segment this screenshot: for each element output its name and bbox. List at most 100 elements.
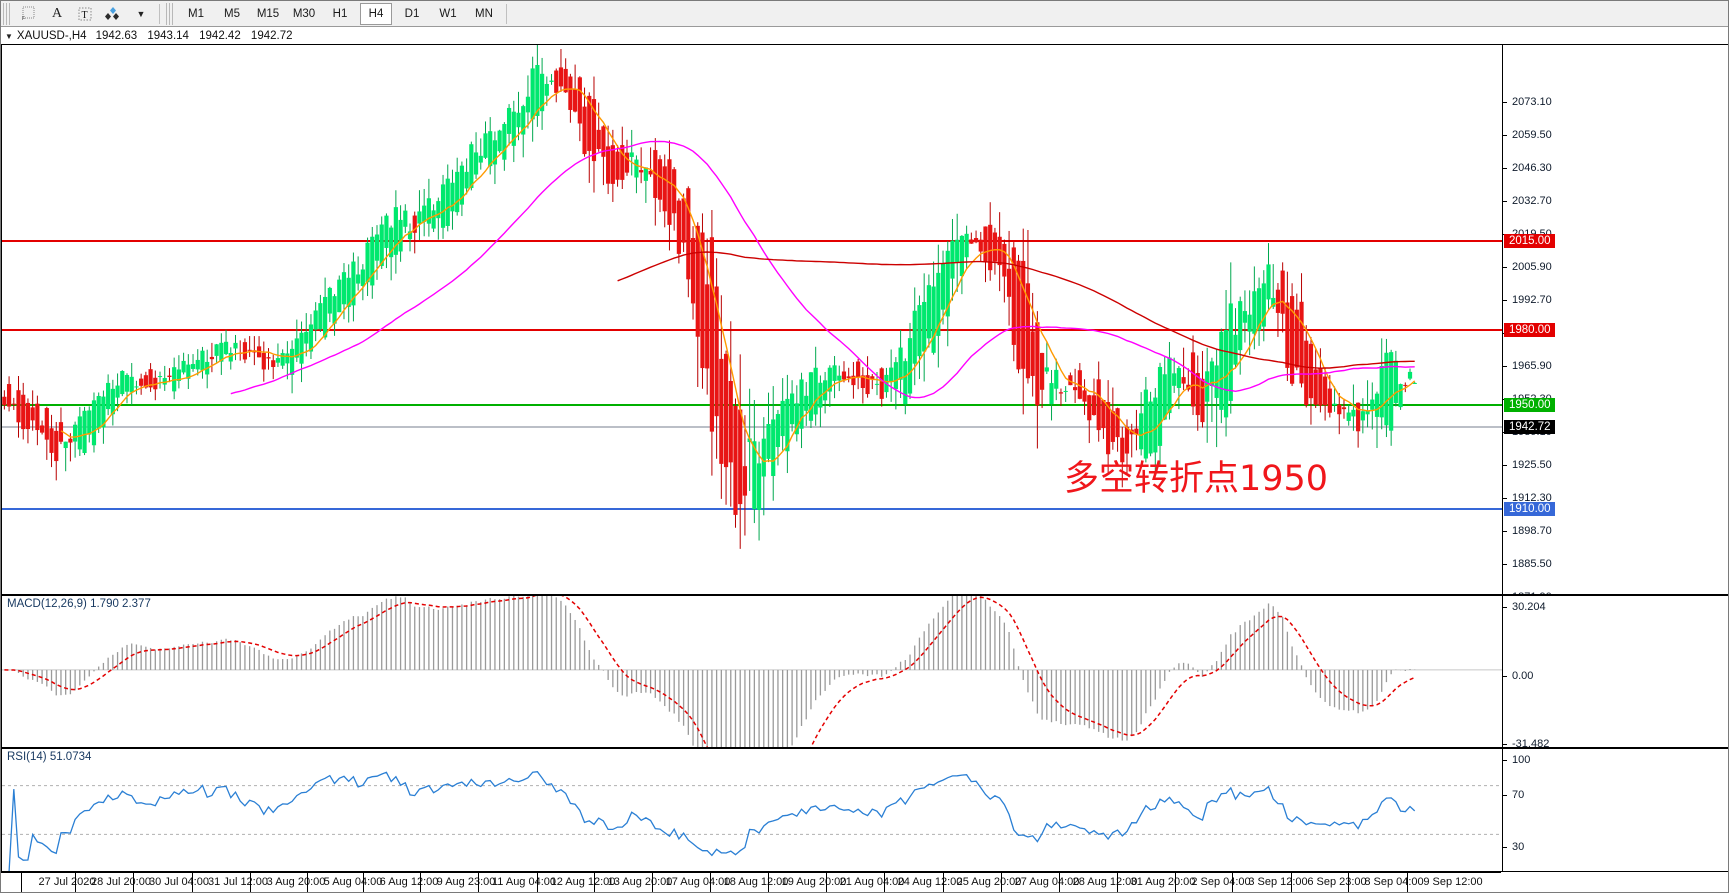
price-level-tag-1950.00[interactable]: 1950.00	[1504, 398, 1555, 412]
ohlc-high: 1943.14	[147, 30, 189, 42]
toolbar-divider	[159, 3, 160, 24]
macd-plot-area[interactable]	[2, 596, 1502, 747]
dropdown-arrow-icon[interactable]: ▼	[136, 8, 146, 19]
timeframe-h1[interactable]: H1	[332, 7, 348, 20]
time-separator-8	[478, 872, 479, 892]
price-tick-2: 2046.30	[1503, 162, 1552, 174]
price-tick-14: 1885.50	[1503, 558, 1552, 570]
time-separator-10	[594, 872, 595, 892]
time-label-17: 27 Aug 04:00	[1014, 876, 1080, 888]
time-label-15: 24 Aug 12:00	[897, 876, 963, 888]
time-label-13: 19 Aug 20:00	[781, 876, 847, 888]
rsi-indicator-panel[interactable]: RSI(14) 51.0734 100 70 30	[1, 748, 1728, 872]
time-label-4: 3 Aug 20:00	[266, 876, 326, 888]
macd-tick-2: -31.482	[1503, 738, 1549, 747]
time-label-7: 9 Aug 23:00	[436, 876, 496, 888]
time-separator-7	[420, 872, 421, 892]
timeframe-h4[interactable]: H4	[360, 2, 392, 25]
macd-indicator-panel[interactable]: MACD(12,26,9) 1.790 2.377 30.204 0.00 -31.…	[1, 595, 1728, 748]
time-separator-14	[826, 872, 827, 892]
time-separator-11	[652, 872, 653, 892]
time-separator-5	[307, 872, 308, 892]
rsi-plot-area[interactable]	[2, 749, 1502, 871]
rsi-tick-0: 100	[1503, 754, 1530, 766]
price-chart-panel[interactable]: 2073.102059.502046.302032.702019.502005.…	[1, 44, 1728, 595]
time-label-5: 5 Aug 04:00	[323, 876, 383, 888]
price-axis[interactable]: 2073.102059.502046.302032.702019.502005.…	[1502, 45, 1728, 594]
text-label-glyph: T	[78, 7, 92, 21]
macd-tick-1: 0.00	[1503, 670, 1533, 682]
rsi-label: RSI(14) 51.0734	[7, 751, 92, 763]
timeframe-mn[interactable]: MN	[475, 7, 493, 20]
time-label-1: 28 Jul 20:00	[91, 876, 151, 888]
time-separator-12	[710, 872, 711, 892]
macd-label: MACD(12,26,9) 1.790 2.377	[7, 598, 151, 610]
price-chart-svg	[2, 45, 1502, 549]
price-tick-11: 1925.50	[1503, 459, 1552, 471]
price-level-tag-1910.00[interactable]: 1910.00	[1504, 502, 1555, 516]
svg-text:T: T	[82, 10, 88, 21]
time-label-23: 8 Sep 04:00	[1364, 876, 1424, 888]
price-level-tag-1980.00[interactable]: 1980.00	[1504, 323, 1555, 337]
timeframe-group-grip[interactable]	[166, 2, 175, 25]
toolbar-grip-handle[interactable]	[3, 2, 12, 25]
time-separator-16	[943, 872, 944, 892]
price-tick-3: 2032.70	[1503, 195, 1552, 207]
price-tick-12: 1912.30	[1503, 492, 1552, 504]
time-label-8: 11 Aug 04:00	[491, 876, 557, 888]
text-tool-icon[interactable]: A	[51, 5, 63, 21]
time-label-16: 25 Aug 20:00	[956, 876, 1022, 888]
time-separator-18	[1059, 872, 1060, 892]
timeframe-w1[interactable]: W1	[439, 7, 457, 20]
time-separator-1	[75, 872, 76, 892]
time-separator-23	[1348, 872, 1349, 892]
rsi-chart-svg	[2, 771, 1502, 871]
time-separator-22	[1291, 872, 1292, 892]
time-separator-15	[884, 872, 885, 892]
time-separator-19	[1117, 872, 1118, 892]
text-label-icon[interactable]: T	[72, 2, 98, 26]
time-separator-0	[21, 872, 22, 892]
ohlc-open: 1942.63	[95, 30, 138, 42]
time-separator-20	[1175, 872, 1176, 892]
price-plot-area[interactable]	[2, 45, 1502, 594]
price-level-tag-1942.72[interactable]: 1942.72	[1504, 420, 1555, 434]
time-label-11: 17 Aug 04:00	[665, 876, 731, 888]
ohlc-values: 1942.63 1943.14 1942.42 1942.72	[96, 30, 300, 42]
timeframe-m30[interactable]: M30	[292, 7, 316, 20]
timeframe-m1[interactable]: M1	[188, 7, 204, 20]
timeframe-d1[interactable]: D1	[404, 7, 420, 20]
time-axis-top-border	[1, 872, 1501, 873]
price-tick-8: 1965.90	[1503, 360, 1552, 372]
price-tick-0: 2073.10	[1503, 96, 1552, 108]
ohlc-low: 1942.42	[199, 30, 241, 42]
ohlc-close: 1942.72	[250, 30, 293, 42]
time-separator-13	[768, 872, 769, 892]
time-separator-3	[192, 872, 193, 892]
chart-annotation-text[interactable]: 多空转折点1950	[1064, 459, 1329, 499]
toolbar-divider-2	[506, 3, 507, 24]
time-label-9: 12 Aug 12:00	[550, 876, 616, 888]
symbol-name-label: XAUUSD-,H4	[16, 30, 87, 42]
macd-chart-svg	[2, 596, 1502, 747]
time-label-3: 31 Jul 12:00	[208, 876, 268, 888]
crosshair-icon[interactable]: F	[16, 2, 42, 26]
objects-icon[interactable]	[100, 2, 126, 26]
svg-text:F: F	[22, 16, 25, 21]
time-label-6: 6 Aug 12:00	[379, 876, 439, 888]
time-label-2: 30 Jul 04:00	[149, 876, 209, 888]
time-axis[interactable]: 27 Jul 2020 28 Jul 20:00 30 Jul 04:00 31 Ju…	[1, 872, 1728, 892]
chart-toolbar: F A T ▼ M1 M5 M15 M30 H1	[1, 1, 1728, 27]
time-label-0: 27 Jul 2020	[38, 876, 96, 888]
chart-menu-caret-icon[interactable]: ▼	[5, 31, 13, 41]
time-separator-4	[250, 872, 251, 892]
time-label-14: 21 Aug 04:00	[839, 876, 905, 888]
time-separator-21	[1232, 872, 1233, 892]
price-level-tag-2015.00[interactable]: 2015.00	[1504, 234, 1555, 248]
price-tick-15: 1871.90	[1503, 591, 1552, 594]
time-separator-17	[1001, 872, 1002, 892]
timeframe-m5[interactable]: M5	[224, 7, 240, 20]
time-label-10: 13 Aug 20:00	[607, 876, 673, 888]
timeframe-m15[interactable]: M15	[256, 7, 280, 20]
time-label-24: 9 Sep 12:00	[1423, 876, 1483, 888]
